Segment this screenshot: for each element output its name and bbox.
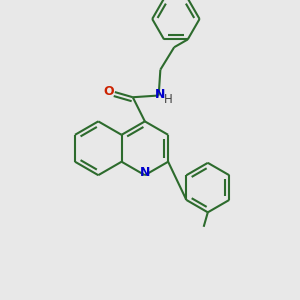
Text: O: O	[103, 85, 114, 98]
Text: N: N	[140, 166, 150, 179]
Text: N: N	[154, 88, 165, 101]
Text: H: H	[164, 93, 173, 106]
